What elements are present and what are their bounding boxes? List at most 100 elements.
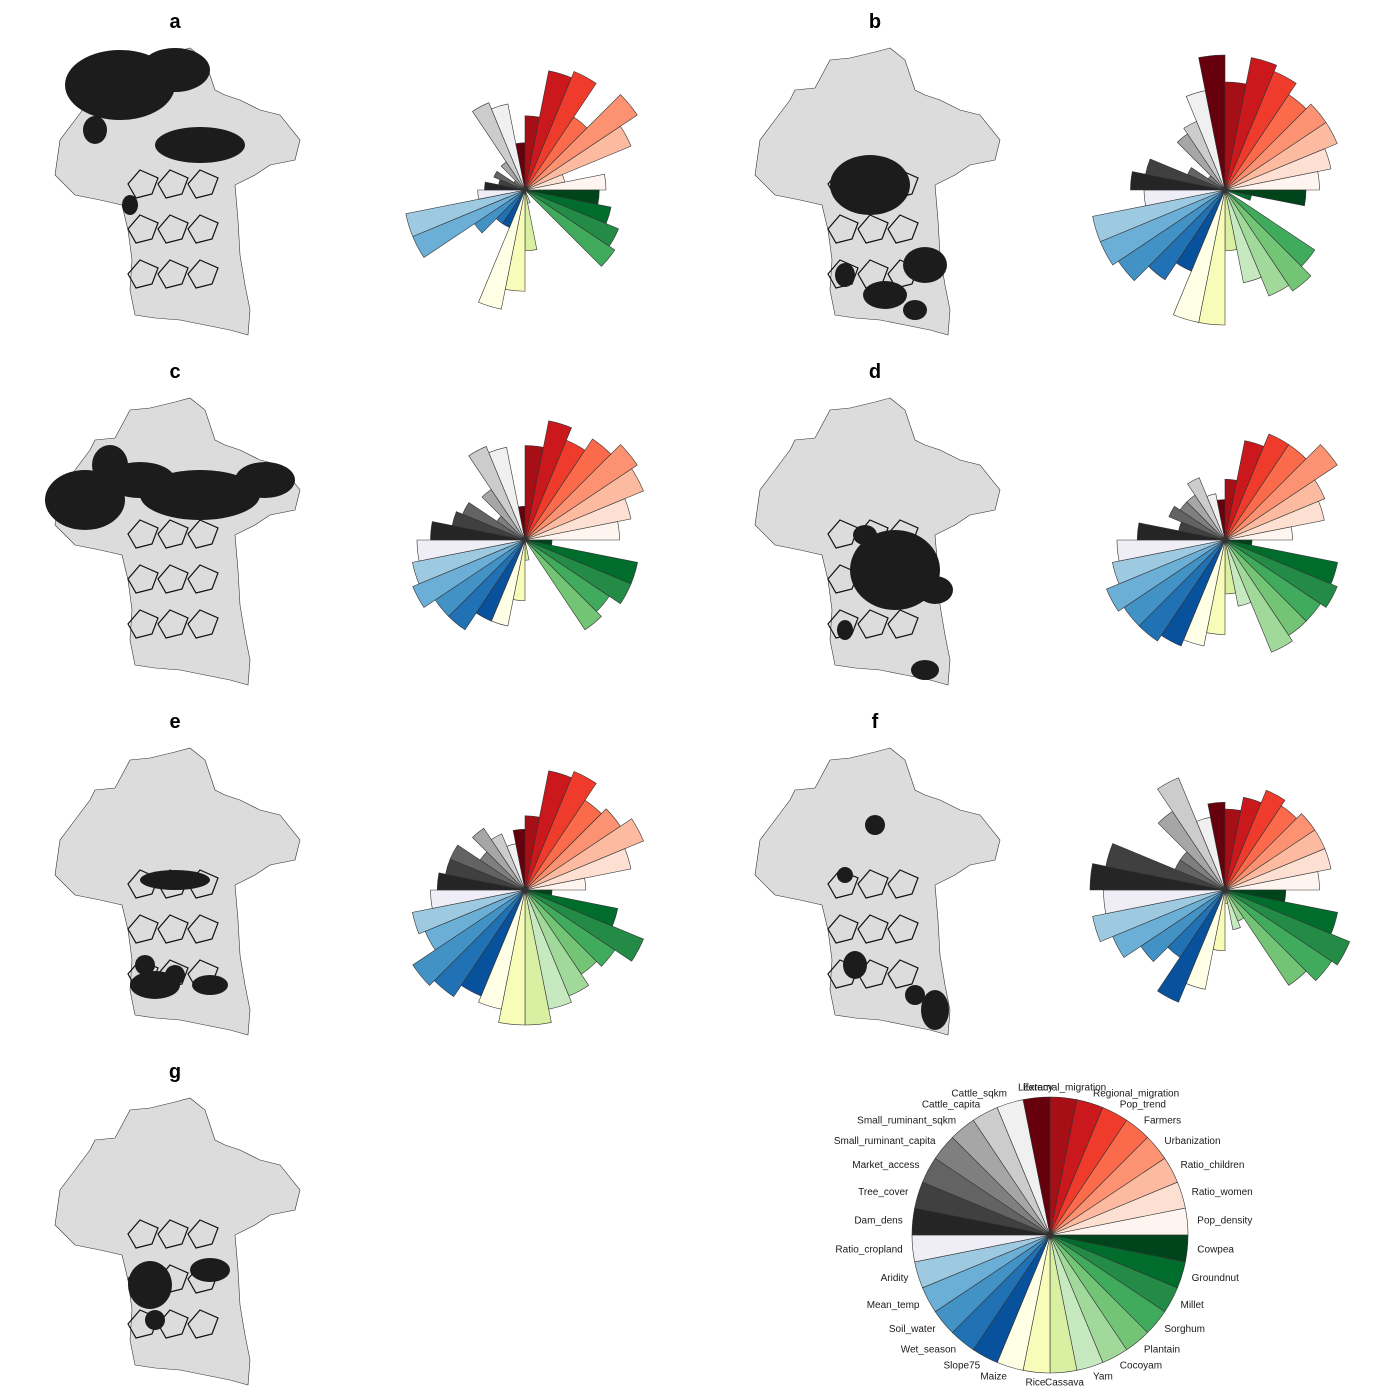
- rose-bar: [1198, 54, 1226, 191]
- rose-bar: [524, 444, 638, 541]
- map-district-line: [127, 519, 159, 549]
- map-district-line: [157, 519, 189, 549]
- map-highlight: [92, 445, 128, 485]
- rose-chart: [1092, 54, 1338, 326]
- rose-bar: [1224, 171, 1320, 191]
- rose-bar: [462, 502, 526, 541]
- map-panel: [754, 397, 1001, 686]
- legend-label: Slope75: [943, 1361, 980, 1372]
- rose-bar: [1172, 189, 1226, 323]
- map-highlight: [192, 975, 228, 995]
- map-panel: [54, 747, 301, 1036]
- legend-label: Ratio_women: [1192, 1187, 1253, 1198]
- map-district-line: [157, 609, 189, 639]
- legend-pie: External_migrationRegional_migrationPop_…: [834, 1083, 1253, 1389]
- rose-bar: [524, 521, 620, 541]
- panel-label-e: e: [169, 711, 180, 733]
- legend-label: Sorghum: [1164, 1324, 1205, 1335]
- rose-bar: [1187, 167, 1226, 191]
- map-highlight: [140, 470, 260, 520]
- legend-label: Pop_trend: [1120, 1100, 1166, 1111]
- legend-label: Literacy: [1018, 1083, 1053, 1094]
- map-district-line: [887, 959, 919, 989]
- rose-bar: [524, 189, 616, 267]
- map-district-line: [187, 519, 219, 549]
- map-district-line: [127, 609, 159, 639]
- legend-label: Dam_dens: [854, 1216, 902, 1227]
- rose-bar: [1216, 499, 1226, 541]
- roses-layer: [405, 54, 1351, 1026]
- rose-bar: [430, 889, 526, 909]
- map-panel: [54, 47, 301, 336]
- map-region: [754, 747, 1001, 1036]
- map-district-line: [887, 609, 919, 639]
- legend-label: Small_ruminant_sqkm: [857, 1116, 956, 1127]
- map-region: [54, 747, 301, 1036]
- rose-chart: [1089, 777, 1351, 1003]
- rose-bar: [524, 468, 644, 541]
- rose-bar: [1224, 500, 1325, 541]
- rose-bar: [1224, 189, 1290, 297]
- legend-label: External_migration: [1023, 1083, 1106, 1094]
- map-district-line: [187, 609, 219, 639]
- map-district-line: [827, 519, 859, 549]
- rose-bar: [524, 877, 587, 891]
- legend-label: Urbanization: [1164, 1136, 1220, 1147]
- legend-label: Ratio_children: [1181, 1160, 1245, 1171]
- rose-bar: [488, 446, 526, 541]
- panel-label-f: f: [872, 711, 879, 733]
- map-district-line: [127, 1219, 159, 1249]
- rose-bar: [1224, 526, 1293, 541]
- rose-bar: [477, 189, 526, 200]
- rose-bar: [472, 102, 526, 191]
- legend-label: Market_access: [852, 1160, 919, 1171]
- rose-bar: [524, 539, 602, 631]
- legend-slice: [1022, 1096, 1051, 1236]
- rose-bar: [1206, 493, 1226, 541]
- rose-bar: [1224, 189, 1252, 201]
- rose-bar: [1224, 539, 1293, 653]
- map-district-line: [157, 564, 189, 594]
- rose-bar: [524, 848, 632, 891]
- legend-label: Tree_cover: [858, 1187, 909, 1198]
- map-district-line: [157, 214, 189, 244]
- panel-label-a: a: [169, 11, 181, 33]
- map-district-line: [127, 169, 159, 199]
- legend-label: Rice: [1025, 1377, 1045, 1388]
- rose-bar: [524, 94, 638, 191]
- map-highlight: [911, 660, 939, 680]
- rose-bar: [1224, 57, 1278, 191]
- rose-bar: [478, 889, 526, 1010]
- map-highlight: [917, 576, 953, 604]
- map-district-line: [887, 214, 919, 244]
- map-highlight: [853, 525, 877, 545]
- legend-label: Plantain: [1144, 1344, 1180, 1355]
- legend-label: Groundnut: [1192, 1273, 1239, 1284]
- map-highlight: [235, 462, 295, 498]
- map-highlight: [140, 48, 210, 92]
- rose-bar: [1157, 889, 1226, 1003]
- map-district-line: [827, 214, 859, 244]
- rose-bar: [1224, 189, 1262, 284]
- rose-bar: [524, 818, 644, 891]
- legend-label: Wet_season: [901, 1344, 956, 1355]
- rose-chart: [412, 770, 644, 1026]
- map-district-line: [187, 914, 219, 944]
- map-district-line: [187, 564, 219, 594]
- panel-label-d: d: [869, 361, 881, 383]
- rose-bar: [1224, 539, 1338, 608]
- rose-bar: [524, 173, 607, 191]
- map-district-line: [857, 609, 889, 639]
- map-highlight: [905, 985, 925, 1005]
- map-highlight: [165, 965, 185, 985]
- map-highlight: [140, 870, 210, 890]
- rose-bar: [1224, 71, 1297, 191]
- map-highlight: [830, 155, 910, 215]
- rose-bar: [515, 142, 526, 191]
- map-district-line: [127, 259, 159, 289]
- legend-label: Soil_water: [889, 1324, 936, 1335]
- rose-bar: [451, 511, 526, 541]
- rose-chart: [1106, 433, 1338, 653]
- map-highlight: [863, 281, 907, 309]
- map-district-line: [157, 914, 189, 944]
